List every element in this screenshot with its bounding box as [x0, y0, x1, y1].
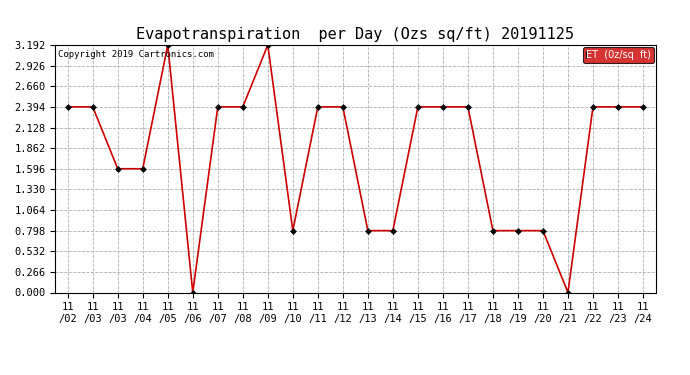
Legend: ET  (0z/sq  ft): ET (0z/sq ft) [583, 47, 653, 63]
Text: Copyright 2019 Cartronics.com: Copyright 2019 Cartronics.com [58, 50, 214, 59]
Title: Evapotranspiration  per Day (Ozs sq/ft) 20191125: Evapotranspiration per Day (Ozs sq/ft) 2… [137, 27, 574, 42]
